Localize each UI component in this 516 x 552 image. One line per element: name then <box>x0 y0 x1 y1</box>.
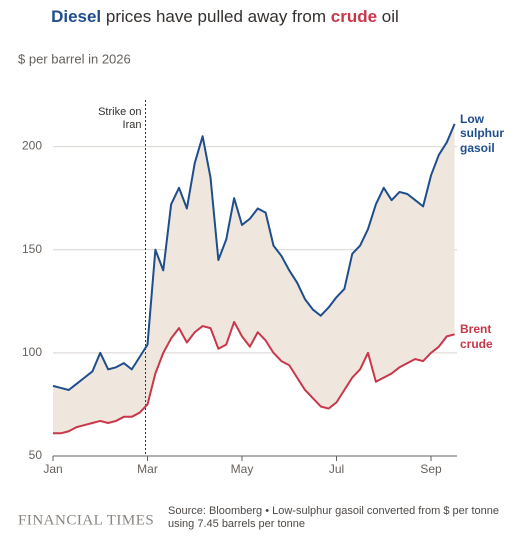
x-tick-label: Sep <box>420 462 442 476</box>
source-note: Source: Bloomberg • Low-sulphur gasoil c… <box>168 505 499 531</box>
annotation-label: Strike on Iran <box>98 106 142 132</box>
y-tick-label: 150 <box>22 242 42 256</box>
title-part: Diesel <box>51 7 101 26</box>
series-line <box>53 320 455 435</box>
title-part: crude <box>331 7 377 26</box>
publisher: FINANCIAL TIMES <box>18 512 154 528</box>
x-tick-label: Jul <box>329 462 344 476</box>
title-part: oil <box>377 7 399 26</box>
y-tick-label: 50 <box>29 448 43 462</box>
x-tick-label: Jan <box>43 462 62 476</box>
chart-subtitle: $ per barrel in 2026 <box>18 51 131 66</box>
series-label: Brent crude <box>460 322 493 351</box>
gap-area <box>53 123 455 434</box>
series-label: Low sulphur gasoil <box>460 111 504 155</box>
series-line <box>52 123 456 391</box>
y-tick-label: 200 <box>22 139 42 153</box>
x-tick-label: Mar <box>137 462 158 476</box>
x-tick-label: May <box>231 462 254 476</box>
y-tick-label: 100 <box>22 345 42 359</box>
chart-title: Diesel prices have pulled away from crud… <box>18 7 422 26</box>
title-part: prices have pulled away from <box>101 7 331 26</box>
